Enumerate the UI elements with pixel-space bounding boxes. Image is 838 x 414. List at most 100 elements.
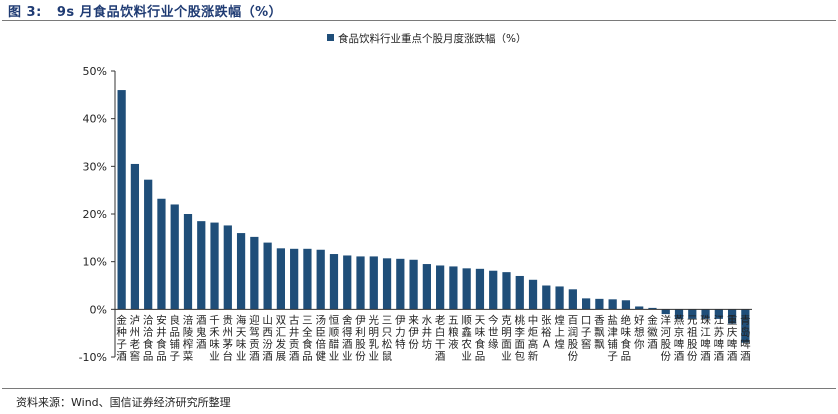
category-label: 伊利股份 <box>355 314 366 362</box>
category-label: 青岛啤酒 <box>740 313 751 362</box>
y-tick-label: 20% <box>83 208 107 221</box>
category-label: 三全食品 <box>302 314 313 362</box>
category-label: 洋河股份 <box>660 313 671 362</box>
category-label: 张裕 A <box>541 314 552 350</box>
y-tick-label: 10% <box>83 256 107 269</box>
category-label: 绝味食品 <box>621 313 632 362</box>
bar <box>635 306 644 310</box>
bar <box>197 221 206 310</box>
category-label: 顺鑫农业 <box>461 314 472 362</box>
y-tick-label: 40% <box>83 113 107 126</box>
source-note: 资料来源：Wind、国信证券经济研究所整理 <box>16 396 231 409</box>
category-label: 泸州老窖 <box>130 314 141 362</box>
figure-title: 图 3: 9s 月食品饮料行业个股涨跌幅（%） <box>8 5 283 20</box>
category-label: 煌上煌 <box>554 313 565 350</box>
category-label: 桃李面包 <box>515 313 526 362</box>
bar <box>117 90 126 310</box>
bar <box>263 242 272 310</box>
bar <box>621 300 631 310</box>
category-label: 天味食品 <box>475 314 486 362</box>
category-label: 口子窖 <box>581 314 592 350</box>
bar <box>183 214 193 310</box>
bar <box>688 309 697 319</box>
bar <box>329 254 339 310</box>
category-label: 良品铺子 <box>169 313 180 362</box>
category-label: 金徽酒 <box>647 313 658 350</box>
bar <box>210 222 219 310</box>
bar <box>502 272 511 310</box>
category-label: 三只松鼠 <box>382 314 393 362</box>
category-label: 百润股份 <box>568 314 579 362</box>
category-label: 伊力特 <box>395 314 406 350</box>
bar <box>595 298 604 310</box>
y-tick-label: 50% <box>83 65 107 78</box>
legend-label: 食品饮料行业重点个股月度涨跌幅（%） <box>338 32 526 45</box>
bar <box>528 279 538 310</box>
category-label: 洽洽食品 <box>143 313 154 362</box>
bar <box>582 298 591 310</box>
category-label: 酒鬼酒 <box>196 313 207 350</box>
category-label: 江苏啤酒 <box>714 314 725 362</box>
bar <box>741 309 750 343</box>
category-label: 中炬高新 <box>528 313 539 362</box>
bar <box>489 270 498 310</box>
bar <box>542 285 551 310</box>
bar <box>515 275 524 310</box>
bar <box>701 309 710 319</box>
category-label: 山西汾酒 <box>262 314 273 362</box>
category-label: 燕京啤酒 <box>674 314 685 362</box>
bar <box>290 248 299 310</box>
category-label: 古井贡酒 <box>289 313 300 362</box>
bar <box>356 256 365 310</box>
category-label: 珠江啤酒 <box>700 313 711 362</box>
bar <box>369 256 378 310</box>
bar <box>449 266 458 310</box>
category-label: 恒顺醋业 <box>329 313 340 362</box>
category-label: 水井坊 <box>422 314 433 350</box>
bar <box>475 268 485 310</box>
category-label: 元祖股份 <box>687 314 698 362</box>
bar <box>409 259 418 310</box>
bar <box>674 309 684 319</box>
category-label: 香飘飘 <box>594 314 605 350</box>
category-label: 双汇发展 <box>276 314 287 362</box>
bar <box>396 258 405 310</box>
bar <box>316 249 325 310</box>
bar <box>130 163 140 310</box>
bar <box>568 289 577 310</box>
category-label: 汤臣倍健 <box>315 313 326 362</box>
bar <box>648 307 657 310</box>
bar <box>382 258 392 310</box>
bar <box>462 268 471 310</box>
bar <box>236 233 246 310</box>
bar <box>250 236 259 310</box>
bar <box>343 255 352 310</box>
category-label: 海天味业 <box>236 313 247 362</box>
y-tick-label: -10% <box>79 351 107 364</box>
category-label: 好想你 <box>634 314 645 350</box>
category-label: 舍得酒业 <box>342 313 353 362</box>
bar <box>727 309 737 324</box>
bar <box>276 248 285 310</box>
figure-title-bar: 图 3: 9s 月食品饮料行业个股涨跌幅（%） <box>2 0 836 21</box>
category-label: 千禾味业 <box>209 314 220 362</box>
category-label: 盐津铺子 <box>607 313 618 362</box>
y-tick-label: 30% <box>83 160 107 173</box>
bar <box>608 299 617 310</box>
bar <box>714 309 723 319</box>
category-label: 金种子酒 <box>116 313 127 362</box>
bar <box>157 198 166 310</box>
bar <box>170 204 179 310</box>
bar <box>661 309 670 315</box>
y-tick-label: 0% <box>90 303 107 316</box>
bar <box>303 248 312 310</box>
category-label: 克明面业 <box>501 314 512 362</box>
category-label: 老白干酒 <box>435 313 446 362</box>
bar-chart: -10% 0% 10% 20% 30% 40% 50% 金种子酒泸州老窖洽洽食品安井食品良品铺… <box>79 32 752 364</box>
category-label: 贵州茅台 <box>223 313 234 362</box>
category-label: 五粮液 <box>448 314 459 350</box>
category-label: 迎驾贡酒 <box>249 314 260 362</box>
category-label: 来伊份 <box>408 314 419 350</box>
source-bar: 资料来源：Wind、国信证券经济研究所整理 <box>2 388 836 413</box>
bar <box>223 225 232 310</box>
